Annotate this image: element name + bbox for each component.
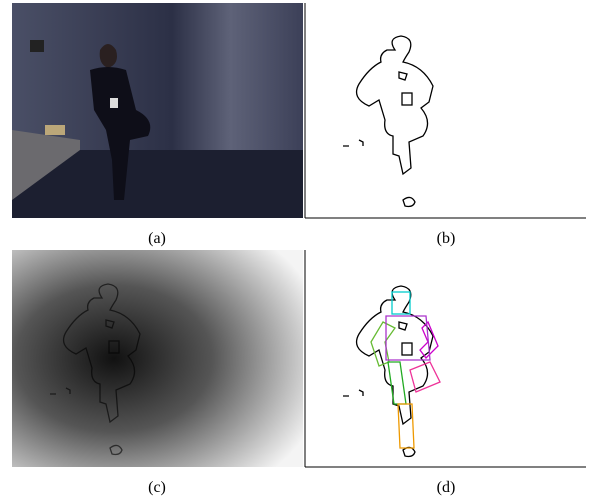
distance-panel	[12, 250, 303, 467]
panel-label: (d)	[437, 479, 456, 496]
figure: (a) (b) (c) (d)	[0, 0, 594, 500]
panel-label: (a)	[148, 230, 166, 247]
photo-panel	[12, 3, 303, 218]
edge-panel	[305, 3, 586, 218]
panel-label: (c)	[148, 479, 166, 496]
panel-label: (b)	[437, 230, 456, 247]
model-panel	[305, 250, 586, 467]
